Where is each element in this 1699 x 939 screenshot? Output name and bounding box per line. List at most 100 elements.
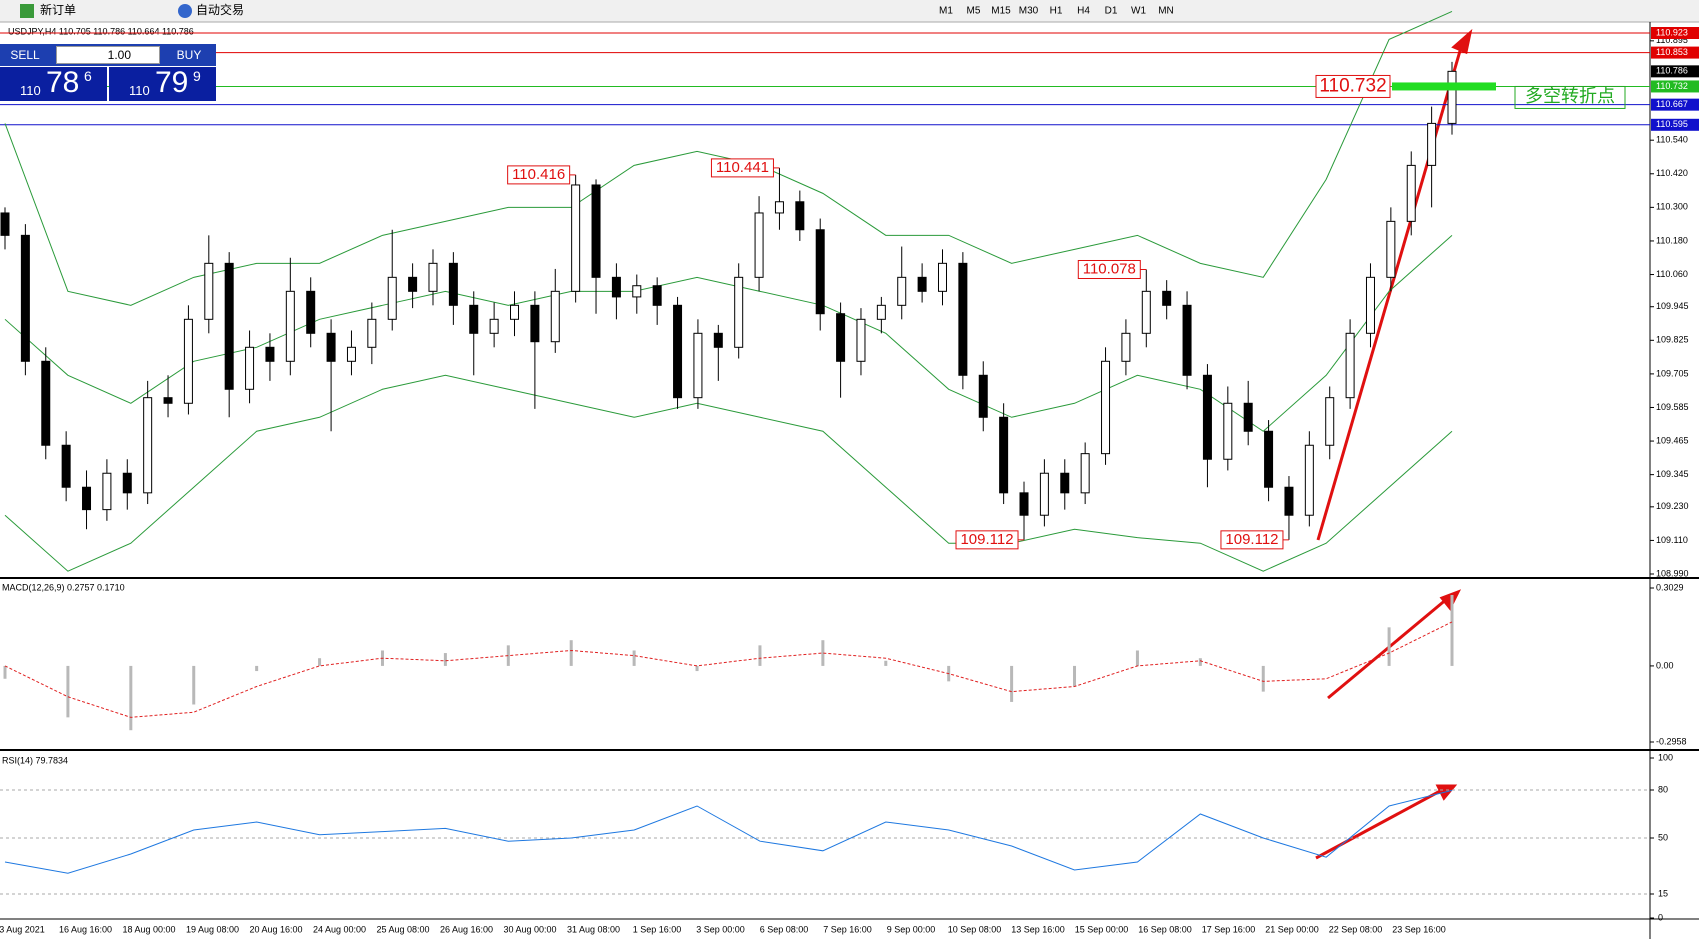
macd-bar — [443, 653, 447, 666]
rsi-label: RSI(14) 79.7834 — [2, 755, 68, 765]
candle-body — [530, 304, 540, 343]
period-button[interactable]: M15 — [991, 6, 1011, 17]
time-label: 23 Sep 16:00 — [1392, 924, 1446, 934]
y-tick-label: 0 — [1658, 912, 1663, 922]
candle-body — [163, 397, 173, 404]
rsi-line — [4, 789, 1453, 874]
macd-bar — [255, 665, 259, 672]
macd-bar — [1135, 650, 1139, 666]
y-tick-label: 109.110 — [1656, 535, 1688, 545]
time-label: 25 Aug 08:00 — [376, 924, 429, 934]
candle-body — [673, 304, 683, 399]
time-label: 7 Sep 16:00 — [823, 924, 872, 934]
macd-bar — [1073, 665, 1077, 687]
y-tick-label: 50 — [1658, 832, 1668, 842]
candle-body — [836, 313, 846, 362]
macd-bar — [1387, 627, 1391, 666]
period-button[interactable]: W1 — [1131, 6, 1146, 17]
period-button[interactable]: M1 — [939, 6, 953, 17]
candle-body — [224, 262, 234, 390]
trend-arrows — [1315, 28, 1473, 860]
bid-small: 6 — [84, 68, 92, 84]
candle-body — [306, 290, 316, 334]
candle-body — [1039, 472, 1049, 516]
period-button[interactable]: M30 — [1019, 6, 1039, 17]
candle-body — [1141, 290, 1151, 334]
candle-body — [1223, 402, 1233, 460]
candle-body — [917, 276, 927, 292]
macd-bar — [1010, 665, 1014, 702]
new-order-button[interactable]: 新订单 — [40, 2, 76, 17]
candle-body — [897, 276, 907, 306]
period-button[interactable]: H4 — [1077, 6, 1090, 17]
macd-bar — [1198, 658, 1202, 666]
annotation-label: 110.078 — [1083, 260, 1136, 277]
y-tick-label: 108.990 — [1656, 568, 1689, 578]
y-tick-label: 109.465 — [1656, 435, 1689, 445]
candle-body — [448, 262, 458, 306]
candle-body — [1182, 304, 1192, 376]
period-button[interactable]: D1 — [1105, 6, 1118, 17]
period-button[interactable]: M5 — [967, 6, 981, 17]
level-note-label: 110.732 — [1319, 75, 1386, 96]
candle-body — [20, 234, 30, 362]
y-tick-label: 110.540 — [1656, 135, 1688, 145]
period-button[interactable]: H1 — [1050, 6, 1063, 17]
candle-body — [1345, 332, 1355, 399]
buy-button[interactable]: BUY — [176, 48, 202, 62]
candle-body — [1060, 472, 1070, 494]
candle-body — [510, 304, 520, 320]
y-tick-label: 110.420 — [1656, 168, 1688, 178]
auto-trade-button[interactable]: 自动交易 — [196, 2, 244, 17]
time-label: 31 Aug 08:00 — [567, 924, 620, 934]
candle-body — [1101, 360, 1111, 455]
y-tick-label: 110.300 — [1656, 202, 1688, 212]
chart-header: USDJPY,H4 110.705 110.786 110.664 110.78… — [8, 26, 194, 36]
price-level-label: 110.923 — [1656, 27, 1688, 37]
candle-body — [1406, 164, 1416, 222]
bollinger-band — [4, 10, 1453, 306]
new-order-icon[interactable] — [20, 4, 34, 18]
time-label: 21 Sep 00:00 — [1265, 924, 1319, 934]
candle-body — [469, 304, 479, 334]
candle-body — [61, 444, 71, 488]
candle-body — [1427, 122, 1437, 166]
time-label: 1 Sep 16:00 — [633, 924, 682, 934]
y-tick-label: 109.705 — [1656, 368, 1689, 378]
time-label: 30 Aug 00:00 — [503, 924, 556, 934]
macd-bar — [1450, 594, 1454, 666]
candle-body — [652, 285, 662, 306]
ask-big: 110 — [129, 83, 150, 98]
ask-price[interactable]: 110 79 9 — [109, 66, 216, 101]
time-label: 10 Sep 08:00 — [948, 924, 1002, 934]
candle-body — [754, 212, 764, 278]
annotation-label: 109.112 — [1225, 531, 1278, 548]
price-level-label: 110.853 — [1656, 47, 1688, 57]
annotation-label: 109.112 — [960, 531, 1013, 548]
candle-body — [958, 262, 968, 376]
level-note-bar — [1392, 82, 1496, 91]
auto-trade-icon[interactable] — [178, 4, 192, 18]
time-label: 22 Sep 08:00 — [1329, 924, 1383, 934]
period-button[interactable]: MN — [1158, 6, 1174, 17]
candle-body — [82, 486, 92, 511]
lot-input[interactable]: 1.00 — [56, 46, 160, 64]
arrow-head — [1451, 28, 1473, 55]
candle-body — [550, 290, 560, 343]
y-tick-label: 109.230 — [1656, 501, 1689, 511]
candle-body — [1284, 486, 1294, 516]
bid-price[interactable]: 110 78 6 — [0, 66, 107, 101]
candle-body — [1304, 444, 1314, 516]
y-tick-label: 109.825 — [1656, 335, 1689, 345]
candle-body — [1162, 290, 1172, 306]
annotation-label: 110.441 — [716, 159, 769, 176]
note-text: 多空转折点 — [1525, 86, 1615, 106]
price-level-tag — [1651, 27, 1699, 39]
bid-big: 110 — [20, 83, 41, 98]
price-level-tag — [1651, 98, 1699, 111]
time-label: 16 Aug 16:00 — [59, 924, 112, 934]
candle-body — [937, 262, 947, 292]
bid-main: 78 — [46, 66, 80, 99]
candle-body — [367, 318, 377, 348]
sell-button[interactable]: SELL — [10, 48, 40, 62]
